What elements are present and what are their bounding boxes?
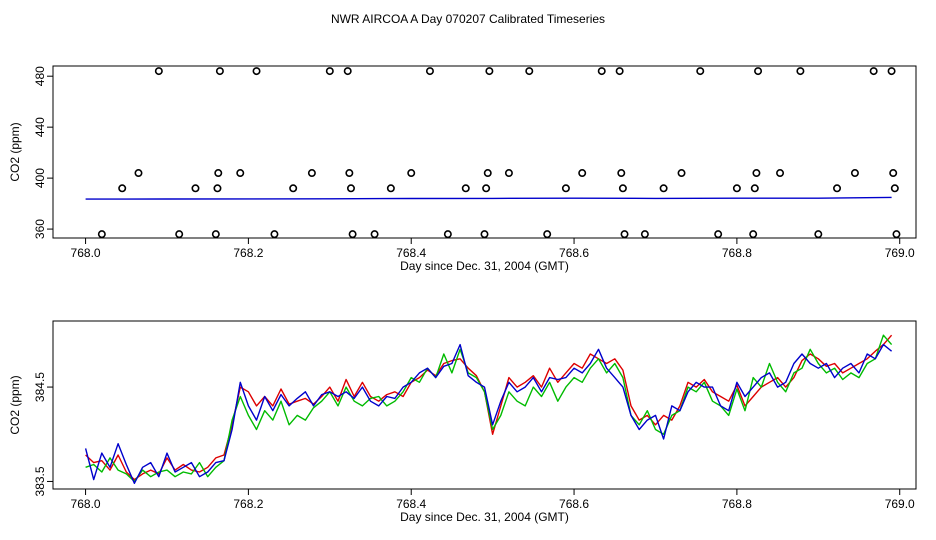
data-point: [252, 67, 261, 76]
data-point: [850, 169, 859, 178]
data-point: [615, 67, 624, 76]
y-tick-label: 360: [33, 219, 47, 239]
data-point: [869, 67, 878, 76]
data-point: [175, 230, 184, 239]
data-point: [597, 67, 606, 76]
data-point: [214, 169, 223, 178]
data-point: [270, 230, 279, 239]
y-tick-label: 480: [33, 66, 47, 86]
y-tick-label: 384.5: [33, 372, 47, 402]
x-axis-label: Day since Dec. 31, 2004 (GMT): [400, 259, 569, 273]
data-point: [443, 230, 452, 239]
x-tick-label: 768.4: [396, 246, 426, 260]
x-tick-label: 768.6: [559, 497, 589, 511]
data-point: [796, 67, 805, 76]
data-point: [386, 184, 395, 193]
data-point: [370, 230, 379, 239]
data-point: [307, 169, 316, 178]
data-point: [480, 230, 489, 239]
data-point: [887, 67, 896, 76]
data-point: [483, 169, 492, 178]
y-axis-label: CO2 (ppm): [8, 375, 22, 434]
x-tick-label: 769.0: [885, 497, 915, 511]
data-point: [749, 230, 758, 239]
data-point: [154, 67, 163, 76]
top-panel-scatter: 768.0 768.2 768.4 768.6 768.8 769.0 360 400 440 4…: [8, 65, 917, 273]
x-tick-label: 769.0: [885, 246, 915, 260]
data-point: [752, 169, 761, 178]
y-tick-label: 440: [33, 117, 47, 137]
x-tick-label: 768.4: [396, 497, 426, 511]
data-point: [482, 184, 491, 193]
x-tick-label: 768.2: [233, 246, 263, 260]
bottom-panel-timeseries: 768.0 768.2 768.4 768.6 768.8 769.0 383.5 384.5…: [8, 320, 917, 524]
x-tick-label: 768.8: [722, 246, 752, 260]
series-line-blue: [84, 343, 893, 484]
data-point: [677, 169, 686, 178]
plot-frame: [52, 320, 917, 490]
data-point: [345, 169, 354, 178]
data-point: [543, 230, 552, 239]
x-tick-label: 768.0: [71, 497, 101, 511]
data-point: [833, 184, 842, 193]
data-point: [407, 169, 416, 178]
data-point: [213, 184, 222, 193]
data-point: [343, 67, 352, 76]
x-tick-label: 768.0: [71, 246, 101, 260]
data-point: [525, 67, 534, 76]
data-point: [561, 184, 570, 193]
y-axis-label: CO2 (ppm): [8, 122, 22, 181]
data-point: [754, 67, 763, 76]
x-tick-label: 768.2: [233, 497, 263, 511]
data-point: [346, 184, 355, 193]
data-point: [461, 184, 470, 193]
data-point: [620, 230, 629, 239]
data-point: [776, 169, 785, 178]
y-tick-label: 383.5: [33, 466, 47, 496]
data-point: [640, 230, 649, 239]
data-point: [191, 184, 200, 193]
data-point: [714, 230, 723, 239]
data-point: [211, 230, 220, 239]
data-point: [814, 230, 823, 239]
data-point: [617, 169, 626, 178]
x-axis-label: Day since Dec. 31, 2004 (GMT): [400, 510, 569, 524]
plot-frame: [52, 65, 917, 239]
figure-title: NWR AIRCOA A Day 070207 Calibrated Times…: [331, 12, 605, 26]
data-point: [504, 169, 513, 178]
data-point: [578, 169, 587, 178]
data-point: [289, 184, 298, 193]
data-point: [890, 184, 899, 193]
data-point: [425, 67, 434, 76]
series-line-blue: [85, 196, 892, 200]
data-point: [325, 67, 334, 76]
data-point: [732, 184, 741, 193]
data-point: [696, 67, 705, 76]
data-point: [134, 169, 143, 178]
data-point: [118, 184, 127, 193]
data-point: [215, 67, 224, 76]
y-tick-label: 400: [33, 168, 47, 188]
data-point: [618, 184, 627, 193]
data-point: [348, 230, 357, 239]
data-point: [97, 230, 106, 239]
data-point: [485, 67, 494, 76]
data-point: [889, 169, 898, 178]
x-tick-label: 768.6: [559, 246, 589, 260]
data-point: [236, 169, 245, 178]
data-point: [750, 184, 759, 193]
x-tick-label: 768.8: [722, 497, 752, 511]
data-point: [892, 230, 901, 239]
data-point: [659, 184, 668, 193]
